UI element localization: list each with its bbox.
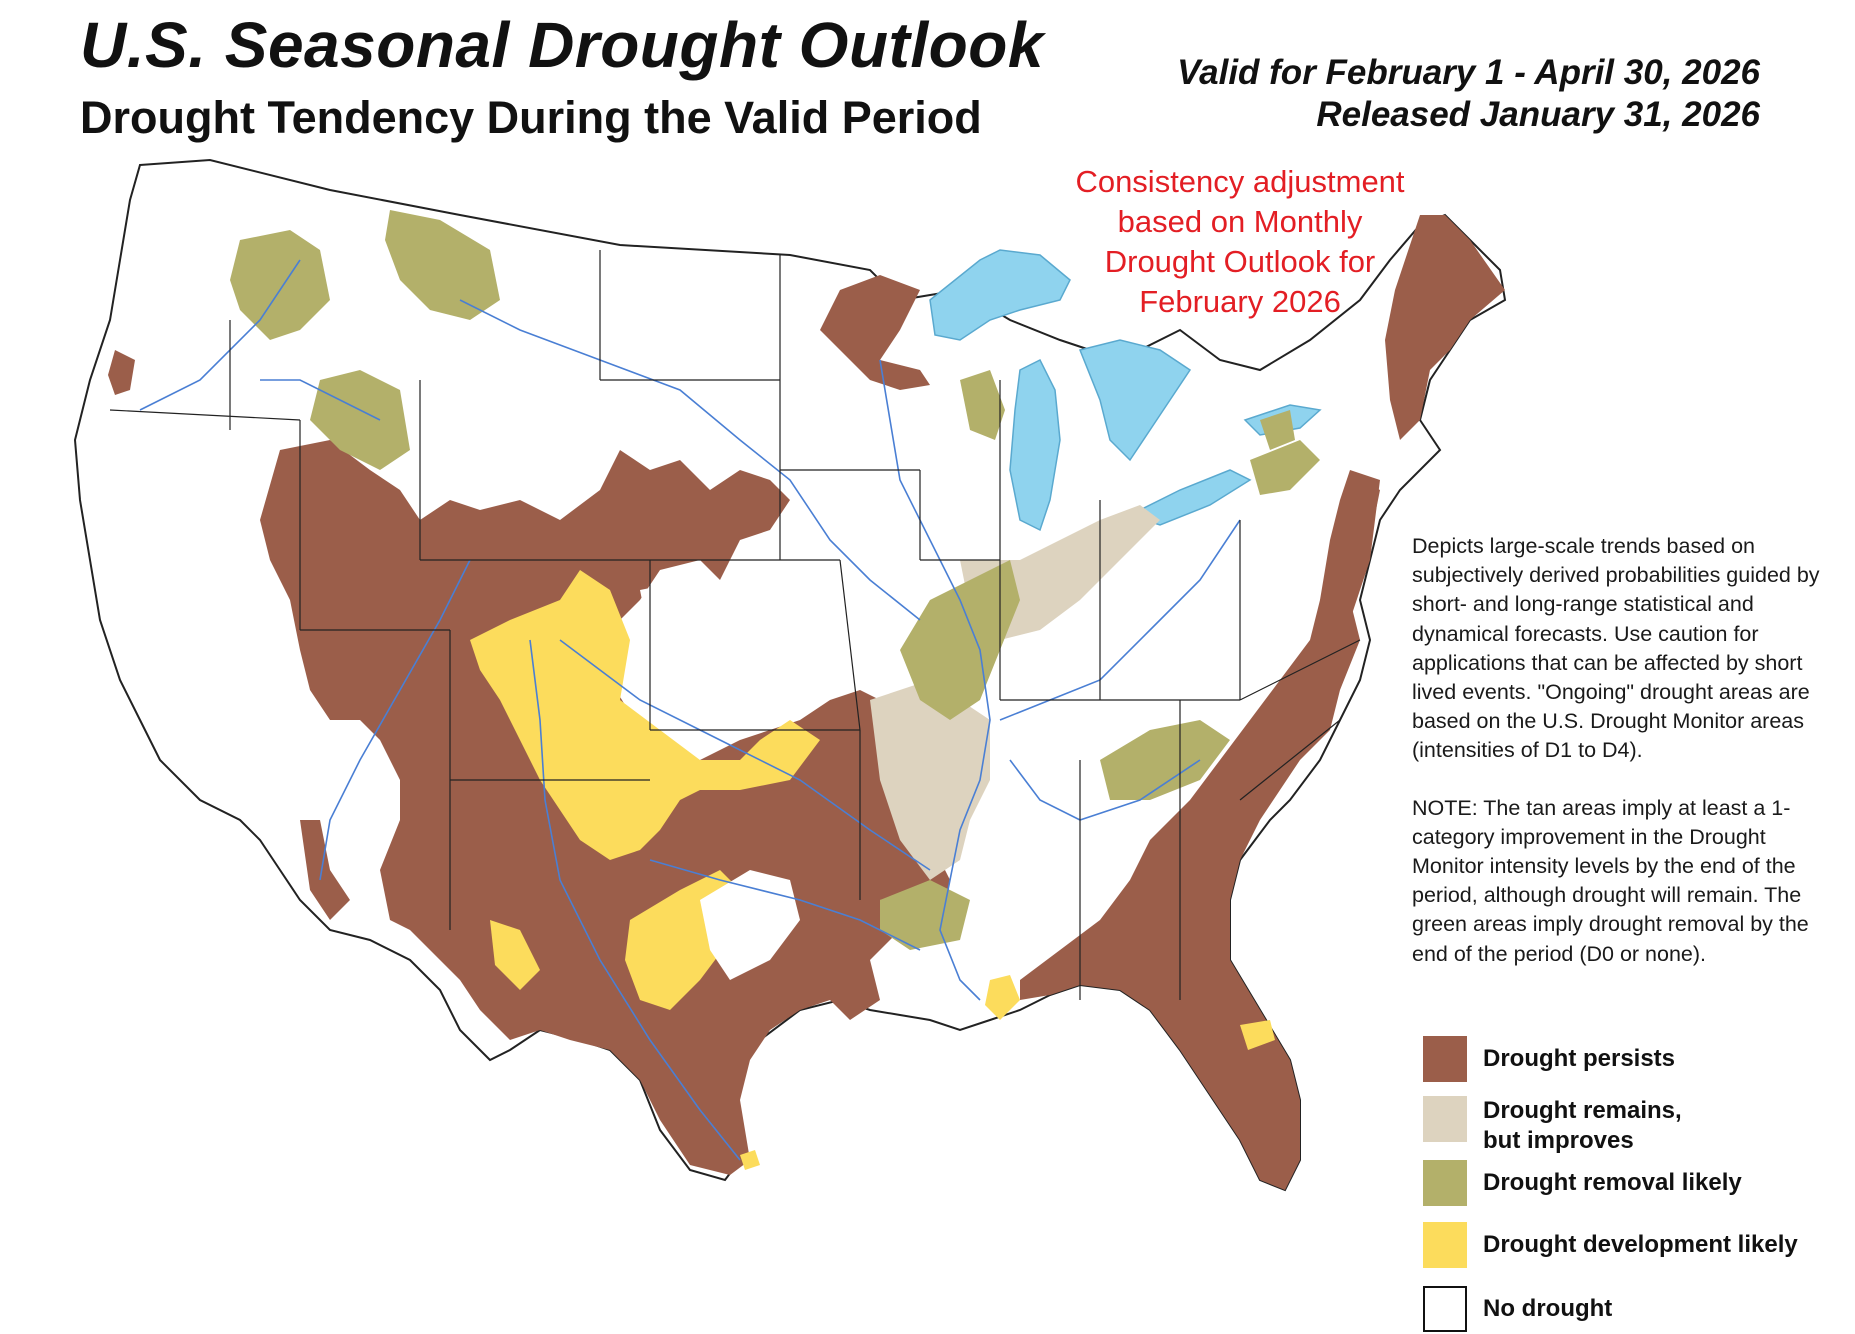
river-mississippi: [879, 359, 991, 1001]
annotation-line-3: Drought Outlook for: [1104, 244, 1376, 279]
development-florida: [1240, 1020, 1275, 1050]
legend-swatch-improves: [1423, 1096, 1467, 1142]
map-subtitle: Drought Tendency During the Valid Period: [80, 92, 982, 143]
removal-ar: [880, 880, 970, 950]
removal-idaho-wy: [310, 370, 410, 470]
river-arkansas: [559, 639, 931, 871]
river-colorado: [319, 559, 471, 881]
removal-montana: [385, 210, 500, 320]
annotation-line-4: February 2026: [1139, 284, 1341, 319]
annotation-line-1: Consistency adjustment: [1075, 164, 1405, 199]
valid-dates: Valid for February 1 - April 30, 2026: [1177, 53, 1760, 92]
drought-persists-mid-atlantic: [1320, 470, 1380, 620]
valid-period-block: Valid for February 1 - April 30, 2026 Re…: [1177, 52, 1760, 136]
release-date: Released January 31, 2026: [1316, 95, 1760, 134]
legend-swatch-persists: [1423, 1036, 1467, 1082]
lake-superior: [929, 249, 1071, 341]
legend-label-none: No drought: [1483, 1295, 1613, 1322]
river-missouri: [459, 299, 921, 621]
legend-swatch-none: [1423, 1286, 1467, 1332]
description-text: Depicts large-scale trends based on subj…: [1412, 532, 1822, 997]
map-title: U.S. Seasonal Drought Outlook: [80, 9, 1044, 81]
removal-pnw: [230, 230, 330, 340]
river-ohio: [999, 519, 1241, 721]
consistency-annotation: Consistency adjustment based on Monthly …: [1060, 162, 1420, 322]
note-paragraph: NOTE: The tan areas imply at least a 1-c…: [1412, 795, 1809, 966]
legend-label-persists: Drought persists: [1483, 1045, 1676, 1072]
lake-erie: [1128, 469, 1252, 526]
development-texas-west: [490, 920, 540, 990]
state-border-lines: [109, 250, 1361, 1000]
removal-tn-ky: [1100, 720, 1230, 800]
removal-pa: [1250, 440, 1320, 495]
removal-ny: [1260, 410, 1295, 450]
development-southwest: [470, 570, 820, 860]
development-gulf: [985, 975, 1020, 1020]
legend-swatch-development: [1423, 1222, 1467, 1268]
drought-persists-oregon: [108, 350, 135, 395]
lake-michigan: [1009, 358, 1061, 532]
annotation-line-2: based on Monthly: [1117, 204, 1363, 239]
legend-label-removal: Drought removal likely: [1483, 1169, 1742, 1196]
legend-swatch-removal: [1423, 1160, 1467, 1206]
drought-persists-great-lakes: [820, 275, 930, 390]
drought-persists-new-england: [1385, 215, 1505, 440]
description-paragraph: Depicts large-scale trends based on subj…: [1412, 534, 1820, 763]
drought-persists-az: [300, 820, 350, 920]
no-drought-ks-hole: [640, 580, 760, 660]
river-snake: [260, 379, 381, 421]
development-tx-coast: [740, 1150, 760, 1170]
removal-midwest: [900, 560, 1020, 720]
legend-label-development: Drought development likely: [1483, 1231, 1798, 1258]
river-red: [649, 859, 921, 951]
lake-huron: [1078, 339, 1192, 462]
river-rio-grande: [529, 639, 741, 1161]
removal-michigan: [960, 370, 1005, 440]
legend-label-improves-1: Drought remains,: [1483, 1097, 1682, 1124]
legend-label-improves-2: but improves: [1483, 1127, 1634, 1154]
drought-persists-southeast: [1020, 480, 1380, 1190]
no-drought-tx-hole: [700, 870, 800, 980]
